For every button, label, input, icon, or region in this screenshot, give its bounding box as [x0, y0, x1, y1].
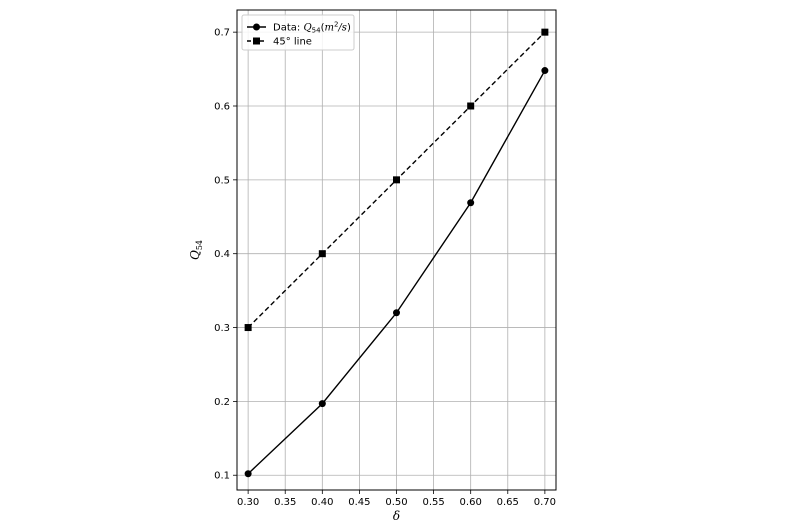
data-point-circle: [467, 199, 475, 207]
x-tick-label: 0.60: [460, 497, 482, 508]
legend-box: [241, 14, 355, 51]
legend-marker-square: [253, 37, 260, 45]
x-tick-label: 0.50: [385, 497, 407, 508]
x-tick-label: 0.55: [422, 497, 444, 508]
x-tick-label: 0.30: [237, 497, 259, 508]
y-tick-label: 0.7: [214, 28, 230, 39]
x-tick-label: 0.35: [274, 497, 296, 508]
legend-text-45-line: 45° line: [273, 37, 312, 48]
x-tick-label: 0.65: [497, 497, 519, 508]
y-axis-label-sub: 54: [195, 240, 204, 250]
y-tick-label: 0.4: [214, 249, 230, 260]
data-point-square: [244, 324, 252, 332]
legend-q-sub: 54: [312, 27, 321, 35]
data-point-circle: [393, 309, 400, 317]
legend-m-sup: 2: [334, 21, 338, 29]
legend-text-data: Data: Q54(m2/s): [273, 21, 351, 35]
plot-frame: [236, 9, 557, 491]
legend-q: Q: [303, 23, 311, 34]
data-point-circle: [541, 67, 549, 75]
x-tick-label: 0.70: [534, 497, 556, 508]
data-point-square: [318, 250, 326, 258]
legend-per-s: /s: [337, 23, 347, 34]
legend-paren-open: (: [321, 23, 325, 34]
y-tick-label: 0.3: [214, 323, 230, 334]
y-axis-label: Q54: [188, 240, 204, 260]
y-tick-label: 0.6: [214, 102, 230, 113]
legend-item-data: Data: Q54(m2/s): [247, 21, 351, 35]
x-tick-label: 0.45: [348, 497, 370, 508]
data-point-square: [467, 102, 475, 110]
legend-item-45-line: 45° line: [247, 37, 312, 48]
legend: Data: Q54(m2/s) 45° line: [241, 14, 355, 51]
data-point-square: [541, 28, 549, 36]
y-tick-label: 0.5: [214, 175, 230, 186]
y-tick-label: 0.2: [214, 397, 230, 408]
x-tick-label: 0.40: [311, 497, 333, 508]
legend-marker-circle: [253, 23, 260, 31]
data-point-circle: [244, 470, 252, 478]
legend-paren-close: ): [347, 23, 351, 34]
y-tick-label: 0.1: [214, 471, 230, 482]
data-point-square: [393, 176, 400, 184]
y-axis-label-main: Q: [188, 250, 202, 260]
data-point-circle: [318, 400, 326, 408]
series-layer: [244, 28, 549, 478]
axes: 0.30 0.35 0.40 0.45 0.50 0.55 0.60 0.65 0.70 0.1 0…: [214, 28, 556, 508]
legend-m: m: [324, 23, 333, 34]
x-axis-label: δ: [393, 509, 400, 523]
grid: [237, 10, 556, 490]
legend-text-prefix: Data:: [273, 23, 303, 34]
